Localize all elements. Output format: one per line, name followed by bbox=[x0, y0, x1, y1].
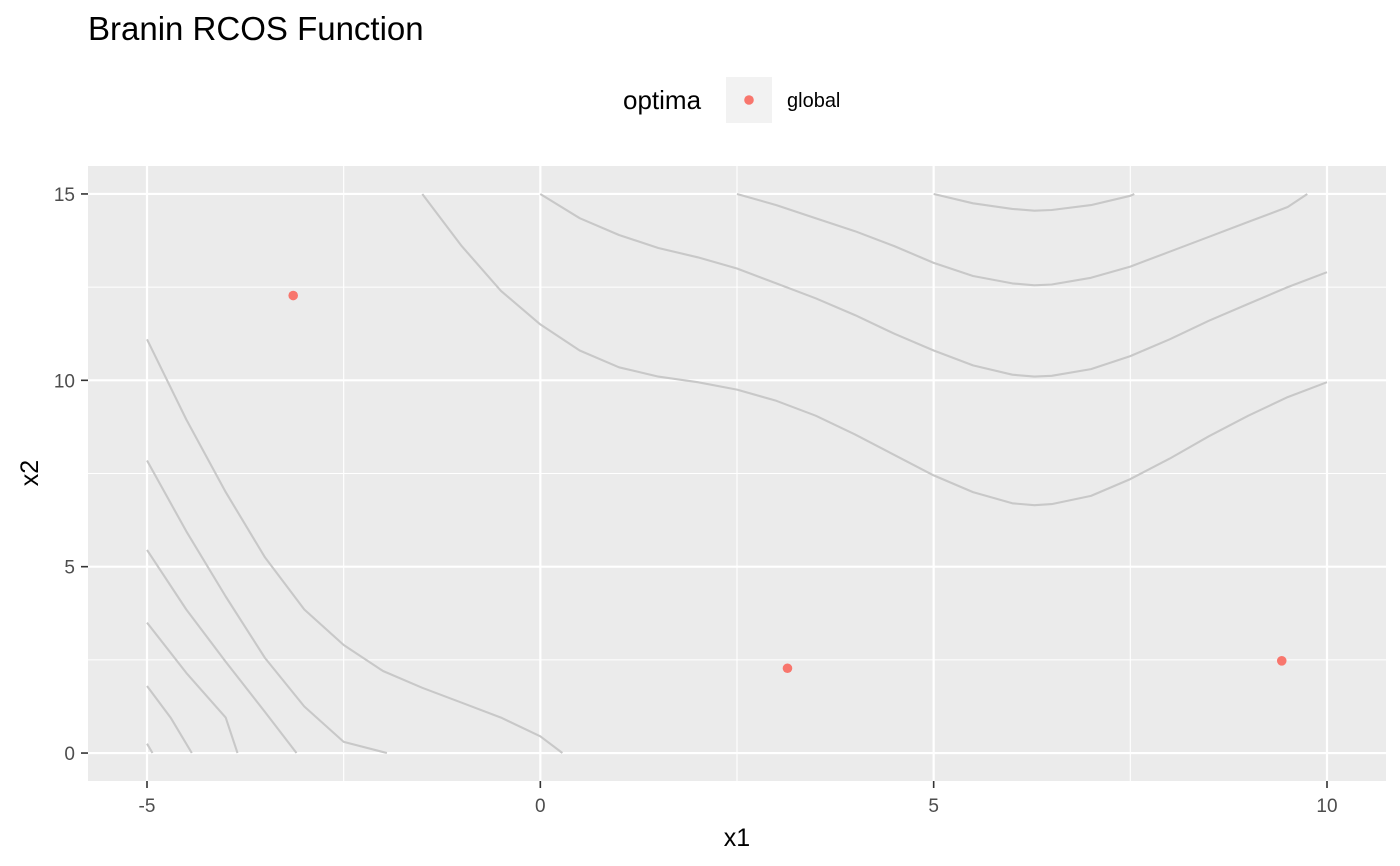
legend: optima global bbox=[623, 77, 840, 123]
optimum-point-3 bbox=[1276, 655, 1287, 666]
y-tick-label: 15 bbox=[54, 185, 75, 206]
contour-line-4 bbox=[146, 549, 298, 754]
optima-points bbox=[288, 290, 1287, 674]
x-axis-title: x1 bbox=[724, 824, 750, 852]
x-tick-label: 0 bbox=[535, 796, 546, 817]
y-tick-label: 5 bbox=[64, 558, 75, 579]
contour-line-7 bbox=[421, 193, 1328, 507]
legend-label-global: global bbox=[787, 90, 840, 112]
y-axis-title: x2 bbox=[16, 460, 44, 486]
optimum-point-1 bbox=[288, 290, 298, 301]
contour-line-10 bbox=[933, 192, 1135, 212]
contour-lines bbox=[146, 192, 1328, 755]
x-tick-label: 10 bbox=[1316, 796, 1337, 817]
chart-title: Branin RCOS Function bbox=[88, 10, 424, 47]
contour-line-8 bbox=[539, 193, 1328, 378]
contour-line-5 bbox=[146, 459, 388, 755]
contour-line-9 bbox=[736, 192, 1308, 287]
x-tick-label: 5 bbox=[928, 796, 939, 817]
legend-key-point bbox=[744, 95, 754, 105]
contour-line-1 bbox=[146, 743, 154, 754]
contour-line-3 bbox=[146, 621, 239, 754]
y-axis: 0 5 10 15 bbox=[54, 185, 88, 765]
x-tick-label: -5 bbox=[139, 796, 156, 817]
y-tick-label: 10 bbox=[54, 371, 75, 392]
x-axis: -5 0 5 10 bbox=[139, 781, 1338, 817]
optimum-point-2 bbox=[782, 663, 793, 674]
contour-line-2 bbox=[146, 685, 193, 754]
y-tick-label: 0 bbox=[64, 744, 75, 765]
contour-line-6 bbox=[146, 338, 564, 754]
legend-title: optima bbox=[623, 85, 702, 115]
grid-lines bbox=[88, 166, 1386, 781]
